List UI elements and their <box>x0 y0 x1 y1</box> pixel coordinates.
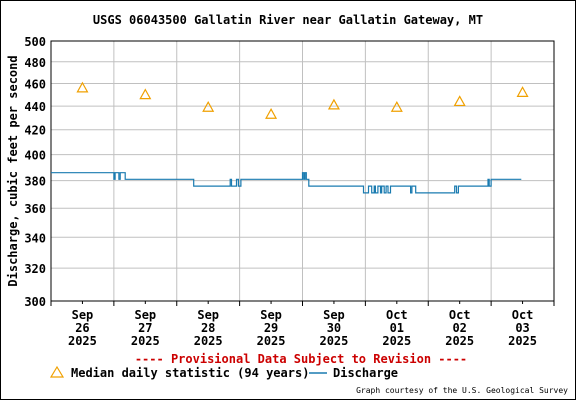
x-tick-label: Oct <box>512 308 534 322</box>
y-tick-label: 360 <box>24 202 46 216</box>
x-tick-label: Oct <box>449 308 471 322</box>
x-tick-label: Oct <box>386 308 408 322</box>
y-tick-label: 480 <box>24 56 46 70</box>
x-tick-label: 03 <box>515 321 529 335</box>
legend-triangle-icon <box>49 365 65 378</box>
x-tick-label: Sep <box>260 308 282 322</box>
x-tick-label: Sep <box>134 308 156 322</box>
x-tick-label: 2025 <box>382 334 411 348</box>
plot-area: 500480460440420400380360340320300Sep2620… <box>24 35 555 348</box>
x-tick-label: Sep <box>197 308 219 322</box>
y-tick-label: 440 <box>24 100 46 114</box>
x-tick-label: 27 <box>138 321 152 335</box>
median-marker <box>453 95 466 107</box>
x-tick-label: 28 <box>201 321 215 335</box>
x-tick-label: Sep <box>72 308 94 322</box>
x-tick-label: 2025 <box>508 334 537 348</box>
median-marker <box>76 81 89 93</box>
x-tick-label: 26 <box>75 321 89 335</box>
graph-credit: Graph courtesy of the U.S. Geological Su… <box>356 386 568 395</box>
x-tick-label: 30 <box>327 321 341 335</box>
x-tick-label: 29 <box>264 321 278 335</box>
x-tick-label: 2025 <box>319 334 348 348</box>
chart-title: USGS 06043500 Gallatin River near Gallat… <box>93 13 483 27</box>
x-tick-label: 2025 <box>257 334 286 348</box>
y-tick-label: 460 <box>24 77 46 91</box>
median-marker <box>202 100 215 112</box>
x-tick-label: 2025 <box>194 334 223 348</box>
discharge-line <box>51 172 522 194</box>
median-marker <box>390 100 403 112</box>
median-marker <box>516 86 529 97</box>
plot-border <box>50 40 555 302</box>
legend-median-label: Median daily statistic (94 years) <box>71 366 309 380</box>
provisional-note: ---- Provisional Data Subject to Revisio… <box>135 352 467 366</box>
x-tick-label: 2025 <box>131 334 160 348</box>
x-tick-label: 2025 <box>68 334 97 348</box>
x-tick-label: 02 <box>452 321 466 335</box>
y-tick-label: 420 <box>24 124 46 138</box>
y-tick-label: 340 <box>24 231 46 245</box>
y-tick-label: 320 <box>24 262 46 276</box>
y-tick-label: 300 <box>24 295 46 309</box>
x-tick-label: 2025 <box>445 334 474 348</box>
legend-discharge-label: Discharge <box>333 366 398 380</box>
x-tick-label: 01 <box>390 321 404 335</box>
median-marker <box>265 107 278 119</box>
y-axis-label: Discharge, cubic feet per second <box>6 55 20 286</box>
y-tick-label: 400 <box>24 149 46 163</box>
x-tick-label: Sep <box>323 308 345 322</box>
legend: Median daily statistic (94 years) Discha… <box>49 365 398 380</box>
y-tick-label: 380 <box>24 175 46 189</box>
y-tick-label: 500 <box>24 35 46 49</box>
median-marker <box>327 98 340 110</box>
median-marker <box>139 88 152 100</box>
